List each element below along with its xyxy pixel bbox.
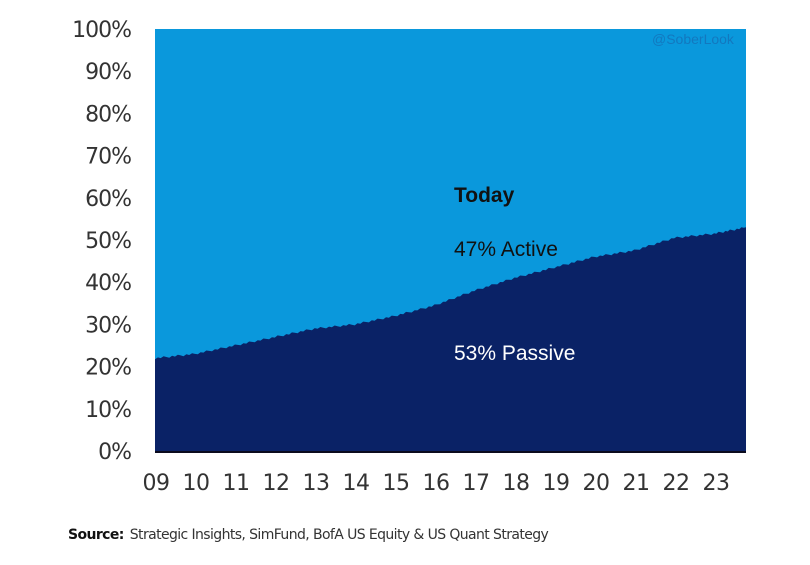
- y-tick-label: 100%: [72, 18, 131, 43]
- annotation-active: 47% Active: [454, 238, 558, 261]
- area-passive: [155, 227, 746, 451]
- y-tick-label: 0%: [98, 440, 131, 465]
- x-tick-label: 19: [543, 471, 570, 496]
- x-tick-label: 13: [303, 471, 330, 496]
- source-text: Strategic Insights, SimFund, BofA US Equ…: [129, 527, 549, 543]
- x-tick-label: 10: [183, 471, 210, 496]
- source-label: Source:: [68, 527, 124, 543]
- x-tick-label: 18: [503, 471, 530, 496]
- annotation-today: Today: [454, 184, 515, 207]
- x-tick-label: 17: [463, 471, 490, 496]
- y-tick-label: 70%: [85, 145, 131, 170]
- y-tick-label: 50%: [85, 229, 131, 254]
- y-tick-label: 20%: [85, 356, 131, 381]
- source-note: Source: Strategic Insights, SimFund, BofA…: [68, 527, 549, 543]
- annotation-passive: 53% Passive: [454, 342, 575, 365]
- x-tick-label: 16: [423, 471, 450, 496]
- y-tick-label: 60%: [85, 187, 131, 212]
- x-tick-label: 20: [583, 471, 610, 496]
- y-tick-label: 40%: [85, 271, 131, 296]
- x-tick-label: 12: [263, 471, 290, 496]
- y-tick-label: 30%: [85, 313, 131, 338]
- x-axis: 09 10 11 12 13 14 15 16 17 18 19 20 21 22 23: [143, 471, 731, 496]
- y-tick-label: 10%: [85, 398, 131, 423]
- x-tick-label: 15: [383, 471, 410, 496]
- x-tick-label: 11: [223, 471, 250, 496]
- x-tick-label: 14: [343, 471, 370, 496]
- x-tick-label: 22: [663, 471, 690, 496]
- y-axis: 0% 10% 20% 30% 40% 50% 60% 70% 80% 90% 100%: [72, 18, 132, 465]
- watermark: @SoberLook: [652, 31, 735, 47]
- y-tick-label: 90%: [85, 60, 131, 85]
- x-tick-label: 23: [703, 471, 730, 496]
- plot-area: [155, 29, 746, 453]
- y-tick-label: 80%: [85, 102, 131, 127]
- x-tick-label: 21: [623, 471, 650, 496]
- x-tick-label: 09: [143, 471, 170, 496]
